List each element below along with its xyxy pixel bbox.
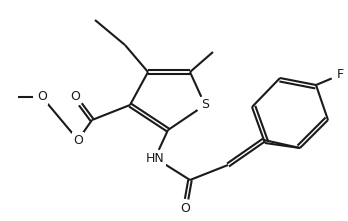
Text: S: S [201, 99, 209, 112]
Text: O: O [70, 91, 80, 103]
Text: O: O [180, 202, 190, 215]
Text: O: O [37, 91, 47, 103]
Text: HN: HN [145, 152, 164, 164]
Text: O: O [73, 133, 83, 147]
Text: F: F [337, 69, 343, 82]
